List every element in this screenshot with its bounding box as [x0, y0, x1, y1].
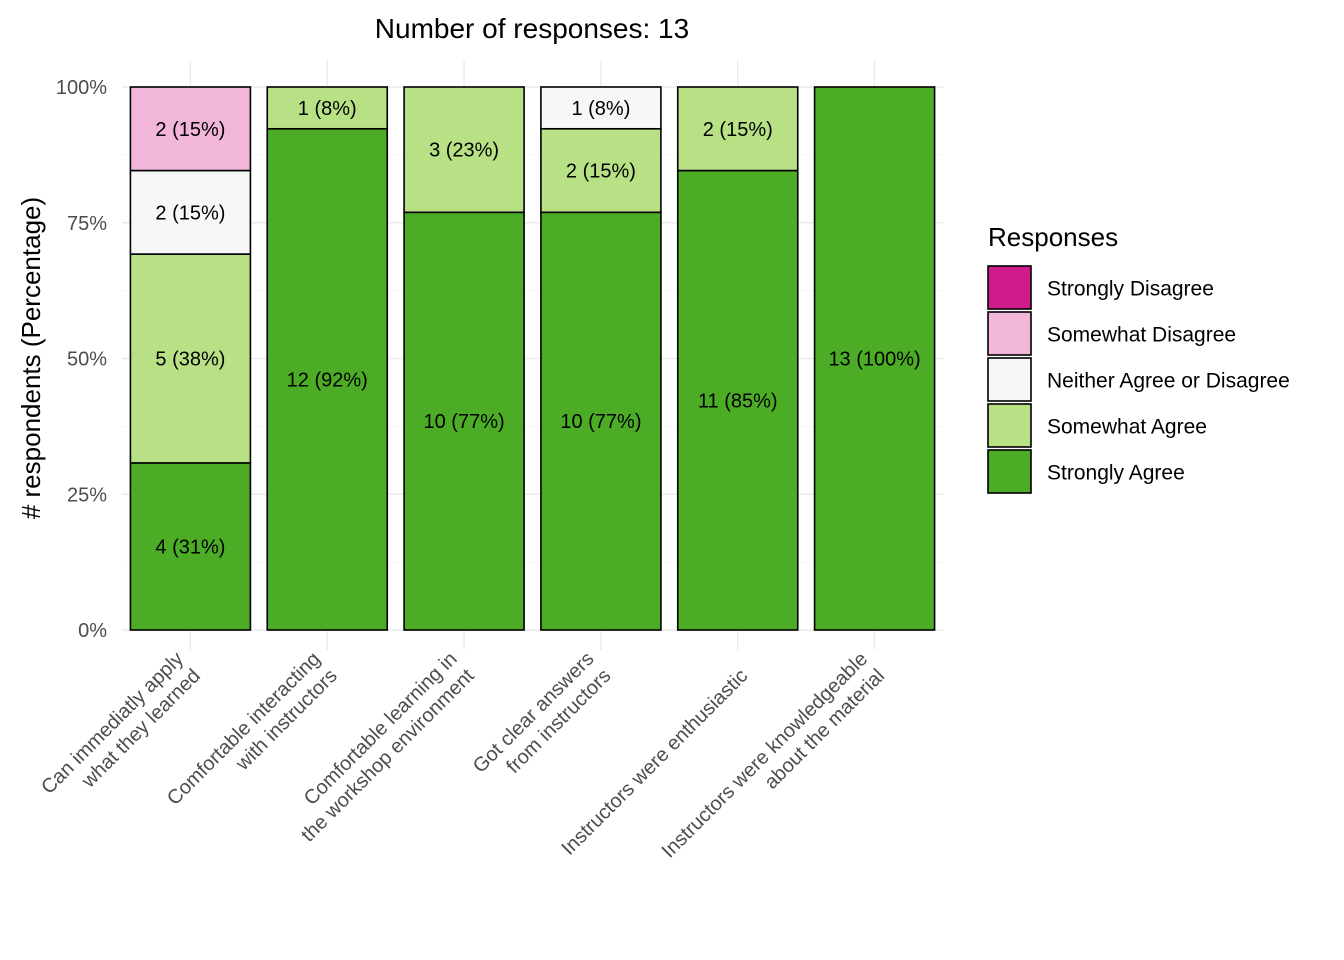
- bar-value-label: 2 (15%): [703, 119, 773, 141]
- bar-segment: [129, 86, 252, 172]
- bar-value-label: 3 (23%): [429, 140, 499, 162]
- chart-title: Number of responses: 13: [375, 13, 689, 44]
- legend-label: Strongly Agree: [1047, 462, 1185, 485]
- bar-segment: [129, 253, 252, 464]
- bar-segment: [403, 86, 525, 214]
- bar-value-label: 12 (92%): [287, 369, 368, 391]
- bar-value-label: 4 (31%): [155, 536, 225, 558]
- bar-segment: [540, 211, 662, 631]
- bar-value-label: 10 (77%): [560, 411, 641, 433]
- y-tick-label: 75%: [67, 213, 107, 235]
- x-tick-label-line: Instructors were knowledgeable: [658, 648, 872, 862]
- bar-value-label: 2 (15%): [566, 161, 636, 183]
- bar-segment: [266, 86, 389, 130]
- bar-segment: [266, 127, 389, 631]
- legend-key: [987, 357, 1032, 402]
- bar-value-label: 11 (85%): [698, 390, 778, 412]
- bar-value-label: 1 (8%): [571, 98, 630, 120]
- bar-segment: [129, 462, 252, 631]
- bar-segment: [676, 86, 799, 172]
- legend-key: [987, 449, 1032, 494]
- y-tick-label: 50%: [67, 349, 107, 371]
- bar-value-label: 2 (15%): [155, 119, 225, 141]
- bar-segment: [540, 127, 662, 214]
- bar-value-label: 13 (100%): [828, 349, 920, 371]
- bars: [129, 86, 936, 631]
- y-tick-label: 25%: [67, 484, 107, 506]
- legend-label: Strongly Disagree: [1047, 278, 1214, 301]
- bar-segment: [813, 86, 936, 631]
- bar-labels: 4 (31%) 5 (38%) 2 (15%) 2 (15%) 12 (92%) 1 (8…: [155, 98, 920, 559]
- y-axis-title: # respondents (Percentage): [16, 197, 46, 519]
- bar-segment: [540, 86, 662, 130]
- x-tick-label-line: Can immediatly apply: [37, 648, 188, 799]
- bar-value-label: 1 (8%): [298, 98, 357, 120]
- legend-label: Somewhat Disagree: [1047, 324, 1236, 347]
- legend-key: [987, 403, 1032, 448]
- legend-key: [987, 265, 1032, 310]
- y-tick-label: 0%: [78, 620, 107, 642]
- y-tick-label: 100%: [56, 77, 107, 99]
- legend-key: [987, 311, 1032, 356]
- legend-label: Somewhat Agree: [1047, 416, 1207, 439]
- bar-value-label: 5 (38%): [155, 349, 225, 371]
- y-axis: 0% 25% 50% 75% 100%: [56, 77, 107, 642]
- legend-label: Neither Agree or Disagree: [1047, 370, 1290, 393]
- legend-title: Responses: [988, 222, 1118, 252]
- bar-value-label: 10 (77%): [424, 411, 505, 433]
- bar-segment: [129, 169, 252, 255]
- legend: Responses Strongly Disagree Somewhat Disa…: [987, 222, 1290, 494]
- bar-value-label: 2 (15%): [155, 202, 225, 224]
- bar-segment: [676, 169, 799, 631]
